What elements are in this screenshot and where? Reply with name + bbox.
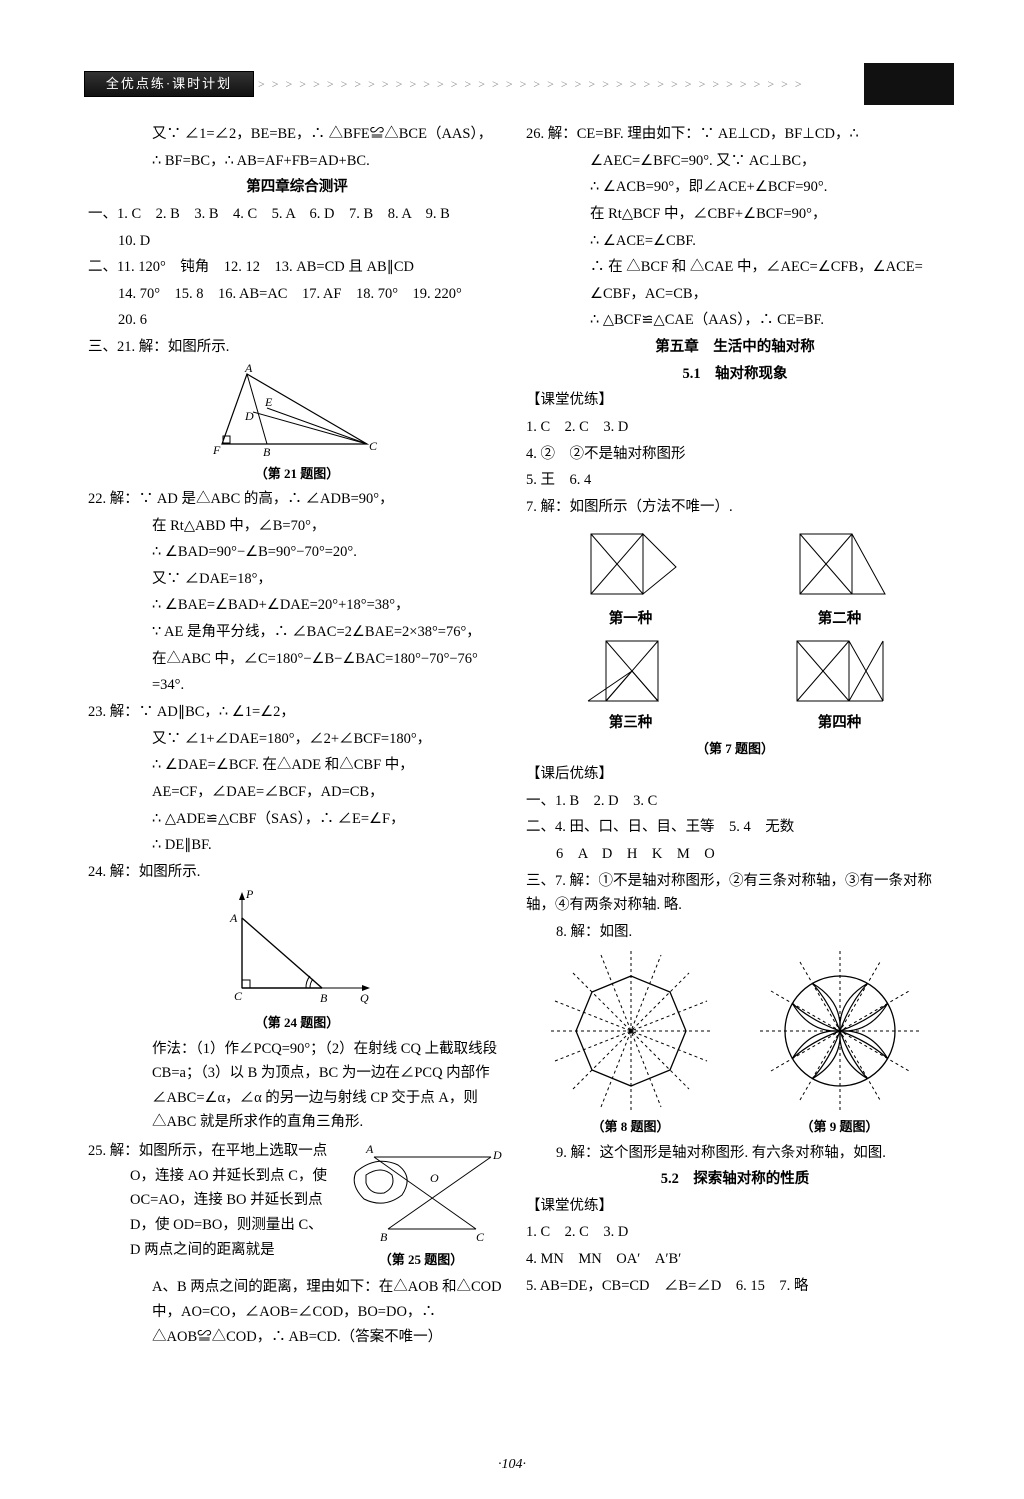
answer-line: 6 A D H K M O <box>526 842 944 867</box>
answer-line: 4. ② ②不是轴对称图形 <box>526 442 944 467</box>
svg-text:A: A <box>244 364 253 375</box>
q26-line: ∴ ∠ACB=90°，即∠ACE+∠BCF=90°. <box>526 175 944 200</box>
svg-text:C: C <box>369 439 378 453</box>
figure-7-labels1: 第一种 第二种 <box>526 607 944 632</box>
fig-label: 第二种 <box>818 607 862 632</box>
answer-line: 1. C 2. C 3. D <box>526 415 944 440</box>
answers-sec2b: 14. 70° 15. 8 16. AB=AC 17. AF 18. 70° 1… <box>88 282 506 307</box>
q24-method: 作法：（1）作∠PCQ=90°；（2）在射线 CQ 上截取线段 CB=a；（3）… <box>88 1037 506 1136</box>
q9-line: 9. 解：这个图形是轴对称图形. 有六条对称轴，如图. <box>526 1141 944 1166</box>
text-line: ∴ BF=BC，∴ AB=AF+FB=AD+BC. <box>88 149 506 174</box>
q25-line: 25. 解：如图所示，在平地上选取一点 O，连接 AO 并延长到点 C，使 OC… <box>88 1139 330 1262</box>
ketang-label: 【课堂优练】 <box>526 388 944 413</box>
header-graphic <box>864 63 954 105</box>
svg-text:A: A <box>365 1142 374 1156</box>
q26-line: 26. 解：CE=BF. 理由如下：∵ AE⊥CD，BF⊥CD，∴ <box>526 122 944 147</box>
chapter4-title: 第四章综合测评 <box>88 175 506 200</box>
caption-24: （第 24 题图） <box>88 1012 506 1034</box>
svg-text:B: B <box>263 445 271 459</box>
caption-25: （第 25 题图） <box>336 1249 506 1271</box>
svg-text:O: O <box>430 1171 439 1185</box>
answer-line: 7. 解：如图所示（方法不唯一）. <box>526 495 944 520</box>
chevron-decoration: > > > > > > > > > > > > > > > > > > > > … <box>258 74 858 94</box>
left-column: 又∵ ∠1=∠2，BE=BE，∴ △BFE≌△BCE（AAS）， ∴ BF=BC… <box>88 120 506 1439</box>
figure-25: A D O B C <box>336 1137 506 1247</box>
figures-8-9 <box>526 946 944 1116</box>
q25-cont: A、B 两点之间的距离，理由如下：在△AOB 和△COD 中，AO=CO，∠AO… <box>88 1275 506 1349</box>
caption-8: （第 8 题图） <box>591 1116 669 1138</box>
q26-line: ∴ △BCF≌△CAE（AAS），∴ CE=BF. <box>526 308 944 333</box>
svg-text:F: F <box>212 443 221 457</box>
svg-text:A: A <box>229 911 238 925</box>
q26-line: ∴ ∠ACE=∠CBF. <box>526 229 944 254</box>
svg-text:B: B <box>320 991 328 1005</box>
q22-line: ∴ ∠BAE=∠BAD+∠DAE=20°+18°=38°， <box>88 593 506 618</box>
answer-line: 4. MN MN OA′ A′B′ <box>526 1247 944 1272</box>
caption-9: （第 9 题图） <box>800 1116 878 1138</box>
q22-line: 在△ABC 中，∠C=180°−∠B−∠BAC=180°−70°−76° <box>88 647 506 672</box>
q26-line: ∴ 在 △BCF 和 △CAE 中，∠AEC=∠CFB，∠ACE= <box>526 255 944 280</box>
svg-text:D: D <box>492 1148 502 1162</box>
svg-text:C: C <box>234 989 243 1003</box>
page-number: ·104· <box>0 1453 1024 1477</box>
answer-line: 5. 王 6. 4 <box>526 468 944 493</box>
q22-line: ∵ AE 是角平分线，∴ ∠BAC=2∠BAE=2×38°=76°， <box>88 620 506 645</box>
figure-7-row1 <box>526 522 944 607</box>
answer-line: 一、1. B 2. D 3. C <box>526 789 944 814</box>
svg-text:P: P <box>245 888 254 901</box>
answer-line: 二、4. 田、口、日、目、王等 5. 4 无数 <box>526 815 944 840</box>
answer-line: 1. C 2. C 3. D <box>526 1220 944 1245</box>
answers-sec1: 一、1. C 2. B 3. B 4. C 5. A 6. D 7. B 8. … <box>88 202 506 227</box>
answer-line: 三、7. 解：①不是轴对称图形，②有三条对称轴，③有一条对称轴，④有两条对称轴.… <box>526 869 944 918</box>
svg-text:B: B <box>380 1230 388 1244</box>
q23-line: AE=CF，∠DAE=∠BCF，AD=CB， <box>88 780 506 805</box>
q22-line: =34°. <box>88 673 506 698</box>
text-line: 又∵ ∠1=∠2，BE=BE，∴ △BFE≌△BCE（AAS）， <box>88 122 506 147</box>
svg-text:E: E <box>264 395 273 409</box>
answer-line: 8. 解：如图. <box>526 920 944 945</box>
figure-7-row2 <box>526 631 944 711</box>
svg-text:Q: Q <box>360 991 369 1005</box>
kehou-label: 【课后优练】 <box>526 762 944 787</box>
q24: 24. 解：如图所示. <box>88 860 506 885</box>
answers-sec2: 二、11. 120° 钝角 12. 12 13. AB=CD 且 AB∥CD <box>88 255 506 280</box>
figure-24: P A C B Q <box>88 888 506 1008</box>
q22-line: ∴ ∠BAD=90°−∠B=90°−70°=20°. <box>88 540 506 565</box>
q22-line: 又∵ ∠DAE=18°， <box>88 567 506 592</box>
answers-sec1b: 10. D <box>88 229 506 254</box>
q22-line: 在 Rt△ABD 中，∠B=70°， <box>88 514 506 539</box>
q23-line: ∴ DE∥BF. <box>88 833 506 858</box>
q26-line: 在 Rt△BCF 中，∠CBF+∠BCF=90°， <box>526 202 944 227</box>
q26-line: ∠CBF，AC=CB， <box>526 282 944 307</box>
q23-line: ∴ ∠DAE=∠BCF. 在△ADE 和△CBF 中， <box>88 753 506 778</box>
svg-text:C: C <box>476 1230 485 1244</box>
q23-line: ∴ △ADE≌△CBF（SAS），∴ ∠E=∠F， <box>88 807 506 832</box>
section-5-1-title: 5.1 轴对称现象 <box>526 362 944 387</box>
figure-7-labels2: 第三种 第四种 <box>526 711 944 736</box>
q23-line: 又∵ ∠1+∠DAE=180°，∠2+∠BCF=180°， <box>88 727 506 752</box>
q26-line: ∠AEC=∠BFC=90°. 又∵ AC⊥BC， <box>526 149 944 174</box>
ketang-label-2: 【课堂优练】 <box>526 1194 944 1219</box>
header-banner: 全优点练·课时计划 <box>84 71 254 97</box>
answers-sec2c: 20. 6 <box>88 308 506 333</box>
caption-21: （第 21 题图） <box>88 463 506 485</box>
chapter5-title: 第五章 生活中的轴对称 <box>526 335 944 360</box>
caption-7: （第 7 题图） <box>526 738 944 760</box>
section-5-2-title: 5.2 探索轴对称的性质 <box>526 1167 944 1192</box>
q22-line: 22. 解：∵ AD 是△ABC 的高，∴ ∠ADB=90°， <box>88 487 506 512</box>
figure-21: A E D F B C <box>88 364 506 459</box>
fig-label: 第四种 <box>818 711 862 736</box>
answer-line: 5. AB=DE，CB=CD ∠B=∠D 6. 15 7. 略 <box>526 1274 944 1299</box>
q23-line: 23. 解：∵ AD∥BC，∴ ∠1=∠2， <box>88 700 506 725</box>
fig-label: 第一种 <box>609 607 653 632</box>
fig-label: 第三种 <box>609 711 653 736</box>
q21: 三、21. 解：如图所示. <box>88 335 506 360</box>
right-column: 26. 解：CE=BF. 理由如下：∵ AE⊥CD，BF⊥CD，∴ ∠AEC=∠… <box>526 120 944 1439</box>
svg-text:D: D <box>244 409 254 423</box>
